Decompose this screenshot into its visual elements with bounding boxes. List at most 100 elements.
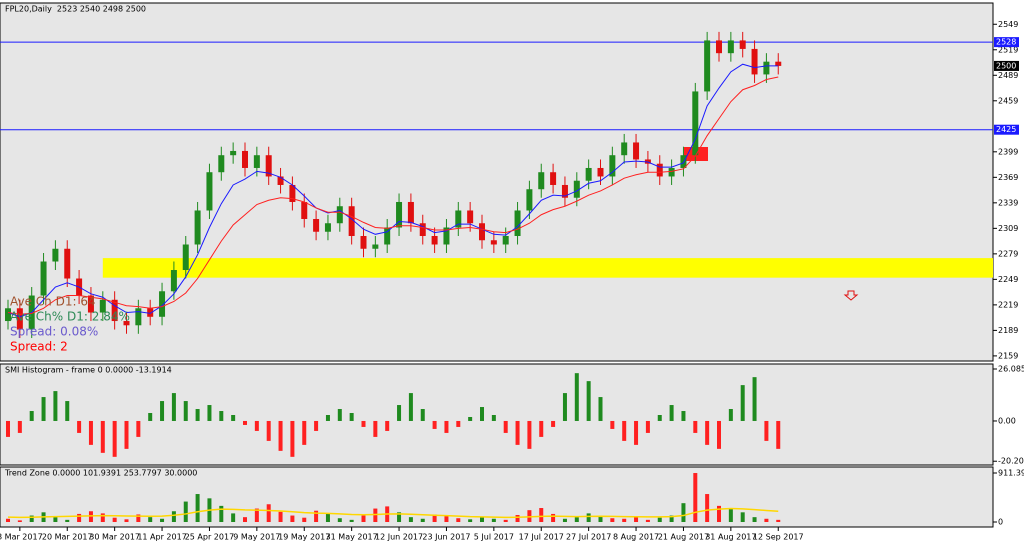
histogram-bar	[100, 513, 105, 522]
x-tick-label: 11 Apr 2017	[137, 533, 186, 542]
y-tick-label: 2249	[998, 275, 1018, 284]
candle-body	[99, 299, 106, 313]
x-tick-label: 8 Aug 2017	[613, 533, 659, 542]
histogram-bar	[586, 513, 591, 522]
candle-body	[467, 210, 474, 224]
histogram-bar	[764, 518, 769, 522]
histogram-bar	[17, 420, 22, 433]
candle-body	[502, 235, 509, 245]
histogram-bar	[278, 511, 283, 522]
histogram-bar	[361, 420, 366, 427]
candle-body	[538, 172, 545, 190]
histogram-bar	[112, 517, 117, 522]
candle-body	[609, 155, 616, 177]
y-tick-label: 0.00	[998, 416, 1016, 425]
histogram-bar	[669, 405, 674, 421]
info-label: Ave Ch% D1: 2.84%	[10, 310, 130, 324]
histogram-bar	[456, 518, 461, 522]
candle-body	[550, 172, 557, 185]
candle-body	[253, 155, 260, 168]
histogram-bar	[740, 385, 745, 421]
y-tick-label: 0	[998, 518, 1003, 527]
moving-average	[7, 76, 779, 315]
histogram-bar	[266, 420, 271, 441]
candle-body	[40, 261, 47, 296]
candle-body	[680, 155, 687, 168]
histogram-bar	[41, 397, 46, 421]
histogram-bar	[752, 377, 757, 421]
histogram-bar	[337, 409, 342, 421]
histogram-bar	[491, 518, 496, 522]
candle-body	[52, 248, 59, 262]
histogram-bar	[610, 518, 615, 522]
histogram-bar	[314, 510, 319, 522]
info-label: Spread: 2	[10, 340, 68, 354]
last-price-label: 2500	[996, 61, 1016, 70]
histogram-bar	[88, 420, 93, 445]
y-tick-label: 2549	[998, 20, 1018, 29]
y-tick-label: 2489	[998, 71, 1018, 80]
panel-title: Trend Zone 0.0000 101.9391 253.7797 30.0…	[4, 469, 197, 478]
candle-body	[668, 167, 675, 177]
y-tick-label: 2459	[998, 96, 1018, 105]
y-tick-label: -20.206	[998, 457, 1024, 466]
histogram-bar	[681, 411, 686, 421]
candle-body	[751, 48, 758, 75]
arrow-icon	[843, 290, 859, 301]
histogram-bar	[468, 519, 473, 522]
histogram-bar	[243, 420, 247, 425]
candle-body	[348, 206, 355, 236]
histogram-bar	[6, 420, 10, 437]
histogram-bar	[503, 519, 508, 522]
histogram-bar	[776, 420, 781, 449]
candle-body	[514, 210, 521, 236]
histogram-bar	[693, 420, 698, 433]
y-tick-label: 2279	[998, 249, 1018, 258]
histogram-bar	[160, 401, 165, 421]
histogram-bar	[432, 420, 437, 429]
candle-body	[372, 244, 379, 249]
histogram-bar	[171, 393, 176, 421]
histogram-bar	[480, 407, 484, 421]
candle-body	[194, 210, 201, 245]
candle-body	[633, 142, 640, 160]
histogram-bar	[124, 420, 129, 449]
histogram-bar	[325, 513, 330, 522]
x-tick-label: 17 Jul 2017	[519, 533, 564, 542]
histogram-bar	[53, 517, 58, 522]
candle-body	[727, 40, 734, 54]
x-tick-label: 30 Mar 2017	[89, 533, 140, 542]
histogram-bar	[325, 414, 330, 421]
x-tick-label: 12 Sep 2017	[753, 533, 804, 542]
histogram-bar	[669, 515, 674, 522]
histogram-bar	[586, 381, 591, 421]
histogram-bar	[195, 494, 200, 522]
x-tick-label: 8 Mar 2017	[0, 533, 43, 542]
y-tick-label: 26.0852	[998, 365, 1024, 374]
histogram-bar	[373, 508, 378, 522]
histogram-bar	[622, 420, 627, 441]
level-tag	[994, 37, 1019, 48]
info-label: Spread: 0.08%	[10, 325, 98, 339]
histogram-bar	[491, 414, 496, 421]
histogram-bar	[657, 414, 662, 421]
price-tag	[994, 60, 1019, 71]
histogram-bar	[574, 373, 579, 421]
histogram-bar	[136, 514, 141, 522]
histogram-bar	[254, 508, 259, 522]
histogram-bar	[88, 511, 93, 522]
panel	[0, 363, 994, 466]
candle-body	[704, 40, 711, 92]
histogram-bar	[717, 420, 721, 449]
histogram-bar	[598, 516, 603, 522]
y-tick-label: 911.3943	[998, 469, 1024, 478]
candle-body	[123, 321, 130, 326]
histogram-bar	[562, 393, 567, 421]
candle-body	[597, 167, 604, 177]
histogram-bar	[397, 405, 402, 421]
x-tick-label: 31 May 2017	[326, 533, 378, 542]
histogram-bar	[29, 515, 34, 522]
histogram-bar	[183, 401, 188, 421]
level-label: 2425	[996, 125, 1016, 134]
